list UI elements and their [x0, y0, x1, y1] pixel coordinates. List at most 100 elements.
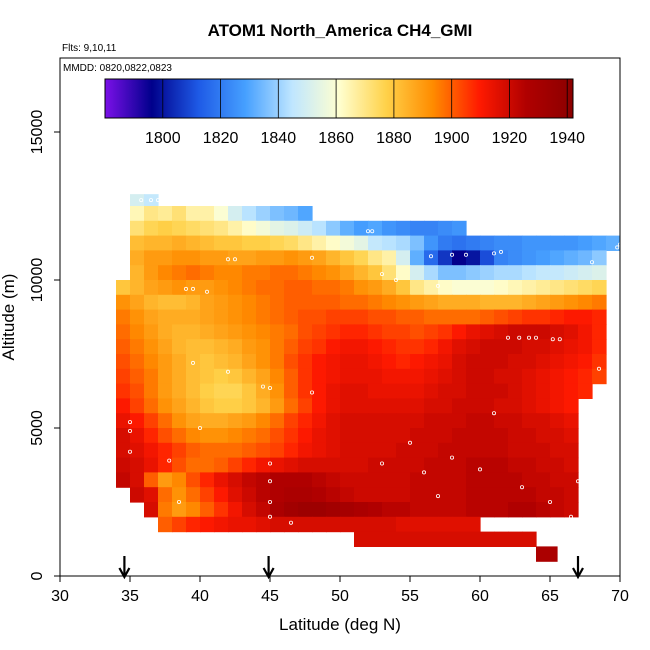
heatmap-cell — [354, 294, 369, 311]
heatmap-cell — [340, 428, 355, 444]
heatmap-cell — [382, 339, 397, 355]
heatmap-cell — [116, 354, 131, 370]
heatmap-cell — [354, 309, 369, 325]
heatmap-cell — [466, 516, 481, 533]
heatmap-cell — [564, 442, 579, 459]
heatmap-cell — [508, 413, 523, 429]
heatmap-cell — [368, 294, 383, 311]
heatmap-cell — [312, 516, 327, 533]
heatmap-cell — [242, 428, 257, 444]
heatmap-cell — [144, 194, 159, 207]
heatmap-cell — [382, 487, 397, 503]
heatmap-cell — [200, 280, 215, 296]
heatmap-cell — [480, 265, 495, 281]
heatmap-cell — [438, 502, 453, 518]
heatmap-cell — [270, 442, 285, 459]
observation-point — [505, 335, 510, 340]
heatmap-cell — [550, 354, 565, 370]
heatmap-cell — [340, 294, 355, 311]
heatmap-cell — [214, 502, 229, 518]
heatmap-cell — [200, 294, 215, 311]
heatmap-cell — [326, 383, 341, 399]
heatmap-cell — [214, 339, 229, 355]
heatmap-cell — [326, 398, 341, 414]
heatmap-cell — [564, 280, 579, 296]
heatmap-cell — [354, 220, 369, 237]
heatmap-cell — [256, 368, 271, 385]
heatmap-cell — [256, 516, 271, 533]
heatmap-cell — [228, 235, 243, 251]
heatmap-cell — [214, 368, 229, 385]
heatmap-cell — [340, 383, 355, 399]
heatmap-cell — [592, 324, 607, 340]
heatmap-cell — [242, 235, 257, 251]
heatmap-cell — [438, 472, 453, 488]
heatmap-cell — [144, 265, 159, 281]
heatmap-cell — [424, 531, 439, 547]
heatmap-cell — [424, 354, 439, 370]
observation-point — [225, 369, 230, 374]
x-tick-label: 30 — [51, 588, 69, 605]
heatmap-cell — [200, 354, 215, 370]
heatmap-cell — [396, 472, 411, 488]
heatmap-cell — [116, 383, 131, 399]
heatmap-cell — [578, 354, 593, 370]
heatmap-cell — [326, 220, 341, 237]
heatmap-cell — [326, 516, 341, 533]
heatmap-cell — [382, 383, 397, 399]
heatmap-cell — [186, 413, 201, 429]
heatmap-cell — [396, 368, 411, 385]
heatmap-cell — [200, 339, 215, 355]
heatmap-cell — [172, 339, 187, 355]
heatmap-cell — [340, 235, 355, 251]
heatmap-cell — [312, 324, 327, 340]
heatmap-cell — [396, 398, 411, 414]
heatmap-cell — [410, 516, 425, 533]
heatmap-cell — [144, 206, 159, 222]
heatmap-cell — [438, 309, 453, 325]
heatmap-cell — [564, 294, 579, 311]
heatmap-cell — [368, 502, 383, 518]
heatmap-cell — [130, 487, 145, 503]
dates-annotation: MMDD: 0820,0822,0823 — [63, 63, 172, 74]
heatmap-cell — [298, 235, 313, 251]
heatmap-cell — [592, 235, 607, 251]
observation-point — [576, 479, 581, 484]
heatmap-cell — [452, 354, 467, 370]
observation-point — [183, 286, 188, 291]
heatmap-cell — [382, 502, 397, 518]
heatmap-cell — [368, 265, 383, 281]
heatmap-cell — [550, 502, 565, 518]
heatmap-cell — [312, 472, 327, 488]
heatmap-cell — [438, 398, 453, 414]
heatmap-cell — [564, 265, 579, 281]
heatmap-cell — [340, 324, 355, 340]
heatmap-cell — [550, 309, 565, 325]
heatmap-cell — [270, 206, 285, 222]
heatmap-cell — [116, 280, 131, 296]
observation-point — [463, 252, 468, 257]
heatmap-cell — [228, 383, 243, 399]
heatmap-cell — [508, 280, 523, 296]
heatmap-cell — [466, 472, 481, 488]
heatmap-cell — [354, 250, 369, 266]
heatmap-cell — [354, 457, 369, 473]
heatmap-cell — [326, 472, 341, 488]
heatmap-cell — [522, 428, 537, 444]
heatmap-cell — [298, 472, 313, 488]
heatmap-cell — [494, 339, 509, 355]
flights-annotation: Flts: 9,10,11 — [62, 43, 117, 54]
heatmap-cell — [368, 324, 383, 340]
heatmap-cell — [284, 398, 299, 414]
heatmap-cell — [200, 220, 215, 237]
heatmap-cell — [284, 235, 299, 251]
heatmap-cell — [396, 354, 411, 370]
heatmap-cell — [354, 502, 369, 518]
observation-point — [428, 254, 433, 259]
heatmap-cell — [508, 368, 523, 385]
heatmap-cell — [340, 339, 355, 355]
heatmap-cell — [242, 265, 257, 281]
heatmap-cell — [410, 235, 425, 251]
heatmap-cell — [116, 398, 131, 414]
